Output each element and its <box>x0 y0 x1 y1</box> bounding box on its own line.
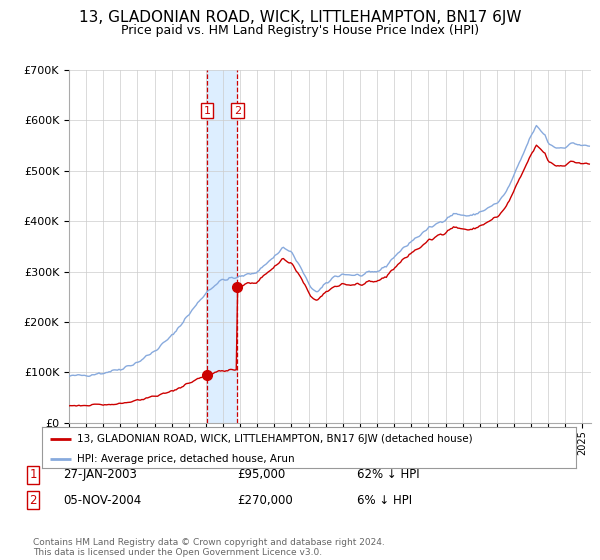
Text: 13, GLADONIAN ROAD, WICK, LITTLEHAMPTON, BN17 6JW: 13, GLADONIAN ROAD, WICK, LITTLEHAMPTON,… <box>79 10 521 25</box>
Text: 1: 1 <box>29 468 37 482</box>
Text: £270,000: £270,000 <box>237 493 293 507</box>
Text: 2: 2 <box>29 493 37 507</box>
Text: 27-JAN-2003: 27-JAN-2003 <box>63 468 137 482</box>
Text: HPI: Average price, detached house, Arun: HPI: Average price, detached house, Arun <box>77 454 295 464</box>
Text: 13, GLADONIAN ROAD, WICK, LITTLEHAMPTON, BN17 6JW (detached house): 13, GLADONIAN ROAD, WICK, LITTLEHAMPTON,… <box>77 433 472 444</box>
Text: 62% ↓ HPI: 62% ↓ HPI <box>357 468 419 482</box>
Text: Contains HM Land Registry data © Crown copyright and database right 2024.
This d: Contains HM Land Registry data © Crown c… <box>33 538 385 557</box>
Text: Price paid vs. HM Land Registry's House Price Index (HPI): Price paid vs. HM Land Registry's House … <box>121 24 479 36</box>
Text: 05-NOV-2004: 05-NOV-2004 <box>63 493 141 507</box>
Text: £95,000: £95,000 <box>237 468 285 482</box>
Bar <box>207 70 238 423</box>
Text: 6% ↓ HPI: 6% ↓ HPI <box>357 493 412 507</box>
Text: 2: 2 <box>234 106 241 115</box>
Text: 1: 1 <box>203 106 211 115</box>
